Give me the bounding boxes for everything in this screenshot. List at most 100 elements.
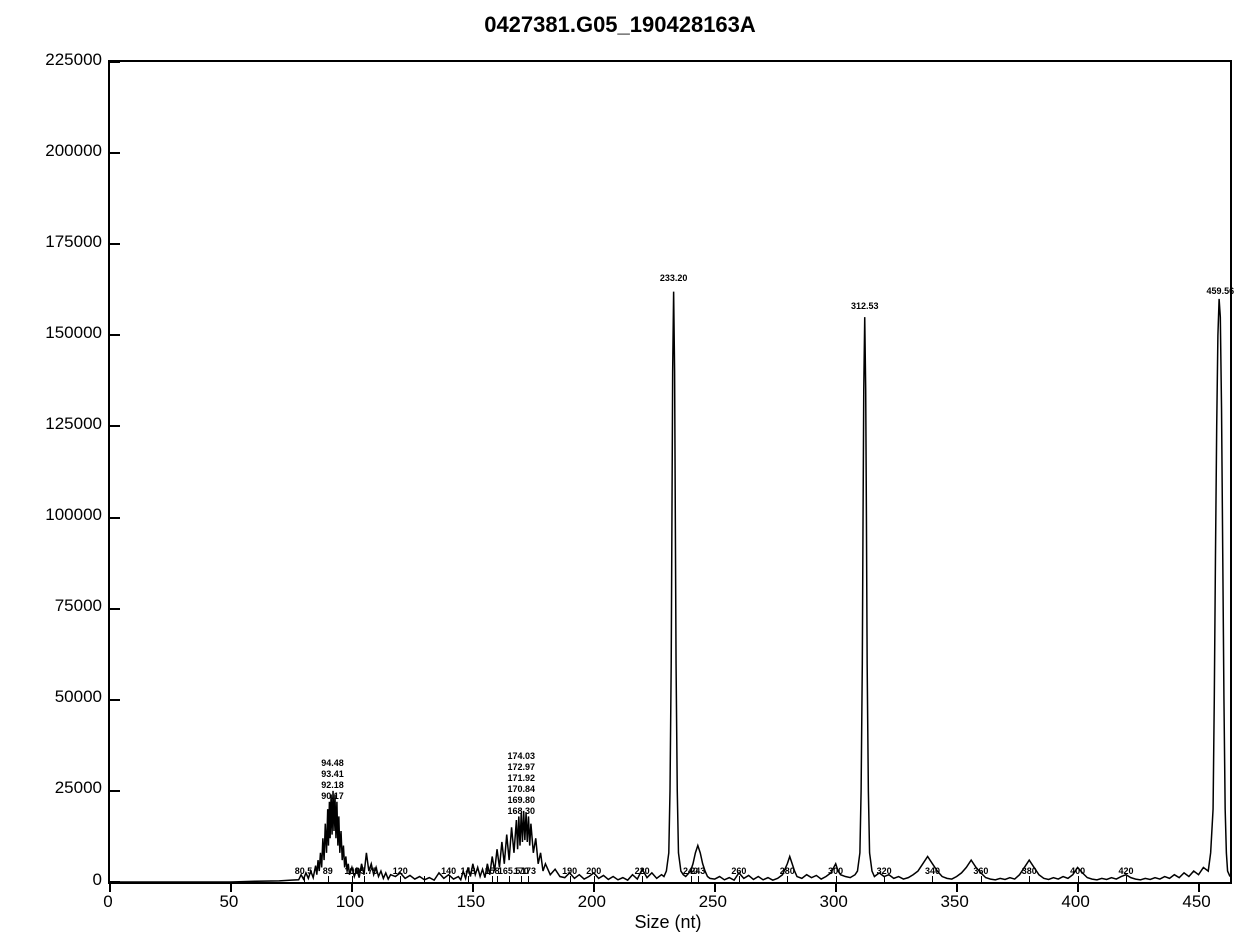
x-minor-tick (787, 876, 788, 882)
x-minor-label: 340 (925, 866, 940, 876)
x-minor-tick (698, 876, 699, 882)
y-tick (110, 243, 120, 245)
peak-label: 174.03 (507, 751, 535, 761)
x-minor-tick (492, 876, 493, 882)
y-tick-label: 125000 (12, 414, 102, 434)
x-minor-tick (836, 876, 837, 882)
peak-label: 93.41 (321, 769, 344, 779)
x-minor-tick (328, 876, 329, 882)
peak-label: 168.30 (507, 806, 535, 816)
x-minor-tick (304, 876, 305, 882)
x-minor-tick (424, 876, 425, 882)
y-tick (110, 608, 120, 610)
x-minor-tick (468, 876, 469, 882)
x-minor-label: 89 (323, 866, 333, 876)
x-minor-tick (570, 876, 571, 882)
x-minor-label: 120 (393, 866, 408, 876)
x-minor-tick (594, 876, 595, 882)
x-tick-label: 400 (1051, 892, 1101, 912)
x-minor-label: 420 (1118, 866, 1133, 876)
y-tick-label: 0 (12, 870, 102, 890)
x-minor-tick (521, 876, 522, 882)
x-minor-label: 280 (780, 866, 795, 876)
x-minor-label: 200 (586, 866, 601, 876)
y-tick (110, 881, 120, 883)
x-tick (593, 882, 595, 892)
x-tick (1077, 882, 1079, 892)
peak-label: 172.97 (507, 762, 535, 772)
x-minor-label: 220 (635, 866, 650, 876)
x-minor-label: 360 (973, 866, 988, 876)
x-minor-label: 400 (1070, 866, 1085, 876)
peak-label: 170.84 (507, 784, 535, 794)
x-minor-label: 140 (441, 866, 456, 876)
x-minor-tick (981, 876, 982, 882)
y-tick (110, 61, 120, 63)
y-tick-label: 175000 (12, 232, 102, 252)
y-tick-label: 25000 (12, 778, 102, 798)
peak-label: 94.48 (321, 758, 344, 768)
x-tick (230, 882, 232, 892)
y-tick (110, 152, 120, 154)
x-tick-label: 100 (325, 892, 375, 912)
x-tick-label: 150 (446, 892, 496, 912)
y-tick-label: 200000 (12, 141, 102, 161)
plot-area: 80.589100105.75120140148158165.517017319… (108, 60, 1232, 884)
x-minor-tick (497, 876, 498, 882)
chart-title: 0427381.G05_190428163A (0, 12, 1240, 38)
x-tick-label: 250 (688, 892, 738, 912)
peak-label: 233.20 (660, 273, 688, 283)
y-tick-label: 50000 (12, 687, 102, 707)
x-minor-tick (364, 876, 365, 882)
x-minor-tick (932, 876, 933, 882)
y-tick (110, 334, 120, 336)
x-minor-label: 148 (460, 866, 475, 876)
x-tick (714, 882, 716, 892)
y-tick (110, 425, 120, 427)
x-tick (351, 882, 353, 892)
x-minor-tick (528, 876, 529, 882)
x-minor-label: 243 (690, 866, 705, 876)
x-minor-label: 190 (562, 866, 577, 876)
x-minor-tick (352, 876, 353, 882)
x-minor-label: 105.75 (350, 866, 378, 876)
x-tick (956, 882, 958, 892)
x-minor-tick (1029, 876, 1030, 882)
peak-label: 459.56 (1207, 286, 1235, 296)
x-minor-tick (1126, 876, 1127, 882)
x-tick (1198, 882, 1200, 892)
y-tick (110, 699, 120, 701)
peak-label: 171.92 (507, 773, 535, 783)
x-minor-label: 300 (828, 866, 843, 876)
x-minor-label: 173 (521, 866, 536, 876)
x-minor-label: 320 (877, 866, 892, 876)
x-minor-tick (509, 876, 510, 882)
page: 0427381.G05_190428163A 80.5 89 100 105.75 12… (0, 0, 1240, 940)
electropherogram-trace (110, 292, 1230, 882)
x-tick-label: 450 (1172, 892, 1222, 912)
x-minor-tick (1078, 876, 1079, 882)
y-tick-label: 150000 (12, 323, 102, 343)
x-minor-tick (884, 876, 885, 882)
x-minor-tick (691, 876, 692, 882)
y-tick (110, 517, 120, 519)
y-tick-label: 100000 (12, 505, 102, 525)
peak-label: 312.53 (851, 301, 879, 311)
x-minor-label: 260 (731, 866, 746, 876)
x-minor-label: 80.5 (295, 866, 313, 876)
peak-label: 92.18 (321, 780, 344, 790)
y-tick-label: 225000 (12, 50, 102, 70)
x-tick-label: 0 (83, 892, 133, 912)
x-minor-tick (449, 876, 450, 882)
x-minor-tick (642, 876, 643, 882)
x-tick (835, 882, 837, 892)
x-axis-label: Size (nt) (608, 912, 728, 933)
x-tick-label: 200 (567, 892, 617, 912)
x-tick-label: 300 (809, 892, 859, 912)
x-tick (109, 882, 111, 892)
peak-label: 169.80 (507, 795, 535, 805)
x-tick-label: 50 (204, 892, 254, 912)
peak-label: 90.17 (321, 791, 344, 801)
x-minor-tick (739, 876, 740, 882)
x-tick-label: 350 (930, 892, 980, 912)
